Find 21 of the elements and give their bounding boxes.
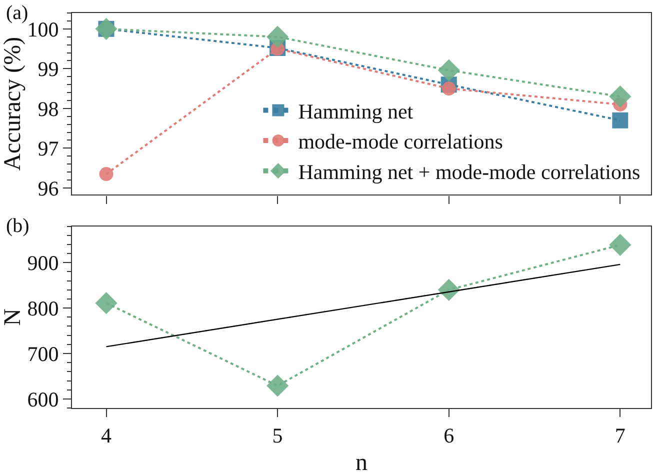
- text: (a): [6, 2, 28, 24]
- legend-label: Hamming net + mode-mode correlations: [298, 160, 640, 184]
- y-tick-label: 96: [38, 176, 59, 200]
- y-axis-title: Accuracy (%): [0, 36, 26, 171]
- y-tick-label: 600: [27, 387, 59, 412]
- x-tick-label: 4: [101, 423, 112, 448]
- y-tick-label: 900: [27, 250, 59, 275]
- y-tick-label: 98: [38, 96, 59, 121]
- legend-label: Hamming net: [298, 99, 414, 124]
- y-tick-label: 800: [27, 296, 59, 320]
- y-tick-label: 100: [27, 17, 59, 42]
- x-tick-label: 6: [444, 423, 454, 448]
- y-tick-label: 97: [38, 136, 59, 161]
- text: (b): [6, 215, 30, 237]
- y-axis-title: N: [0, 308, 26, 326]
- x-tick-label: 5: [272, 423, 283, 448]
- x-axis-title: n: [356, 450, 368, 476]
- y-tick-label: 99: [38, 57, 59, 82]
- legend-label: mode-mode correlations: [298, 130, 503, 154]
- y-tick-label: 700: [27, 342, 59, 366]
- x-tick-label: 7: [614, 423, 626, 448]
